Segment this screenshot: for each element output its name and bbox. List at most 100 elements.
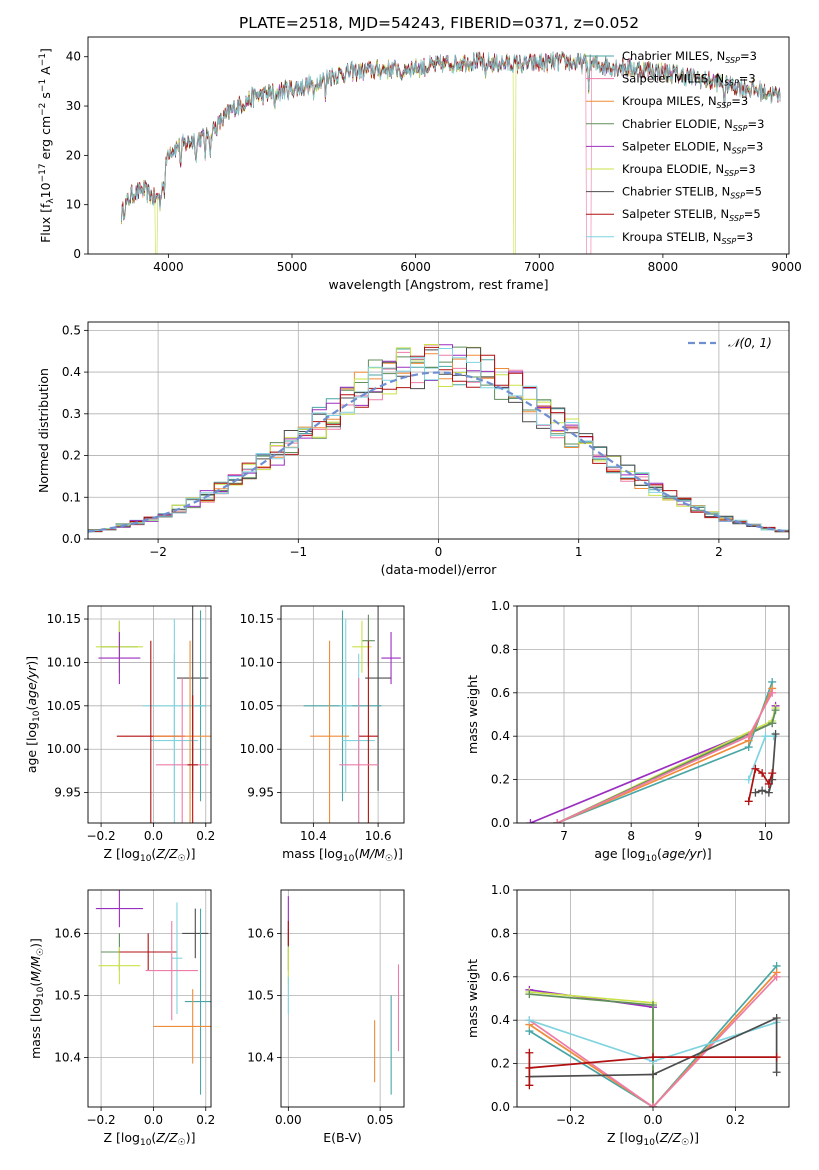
weight-marker [744,797,753,806]
age_vs_mass-ytick-label: 10.00 [240,742,274,756]
residuals-ytick-label: 0.2 [62,449,81,463]
mass_weight_vs_Z-ytick-label: 0.8 [491,926,510,940]
age_vs_mass-xlabel: mass [log10(M/M☉)] [282,846,403,864]
age_vs_Z-ytick-label: 10.10 [47,655,81,669]
mass_weight_vs_Z-ytick-label: 0.0 [491,1100,510,1114]
weight-marker [744,775,753,784]
mass_weight_vs_Z-xtick-label: −0.2 [556,1113,585,1127]
age_vs_Z-xlabel: Z [log10(Z/Z☉)] [104,846,196,864]
ebv-xlabel: E(B-V) [323,1130,362,1145]
mass_weight_vs_Z-ytick-label: 0.6 [491,970,510,984]
age_vs_mass-ytick-label: 10.10 [240,655,274,669]
age_vs_mass-ytick-label: 9.95 [247,786,274,800]
weight-line [528,965,778,1107]
figure-title: PLATE=2518, MJD=54243, FIBERID=0371, z=0… [239,14,639,32]
mass_weight_vs_age-xtick-label: 8 [627,829,635,843]
mass_weight_vs_Z-ytick-label: 0.2 [491,1057,510,1071]
spectrum-ytick-label: 0 [73,247,81,261]
spectrum-xlabel: wavelength [Angstrom, rest frame] [328,277,548,292]
legend-label: Salpeter STELIB, NSSP=5 [622,207,761,223]
weight-marker [525,1063,534,1072]
spectrum-xtick-label: 4000 [153,260,184,274]
mass_weight_vs_Z-xlabel: Z [log10(Z/Z☉)] [607,1130,699,1148]
residuals-xtick-label: −1 [289,545,307,559]
age_vs_Z-ytick-label: 9.95 [54,786,81,800]
mass_vs_Z-xtick-label: 0.0 [144,1113,163,1127]
age_vs_Z-xtick-label: −0.2 [87,829,116,843]
age_vs_Z-ytick-label: 10.00 [47,742,81,756]
weight-marker [768,719,777,728]
age_vs_Z-plot-area [95,606,211,823]
age_vs_Z-xtick-label: 0.2 [196,829,215,843]
residuals-xtick-label: 0 [435,545,443,559]
spectrum-series-line [121,52,781,254]
mass_vs_Z-ytick-label: 10.4 [54,1050,81,1064]
weight-line [556,692,773,823]
weight-marker [525,1081,534,1090]
weight-line [556,688,773,823]
mass_weight_vs_age-xlabel: age [log10(age/yr)] [594,846,711,864]
mass_weight_vs_Z-ytick-label: 0.4 [491,1013,510,1027]
weight-marker [771,706,780,715]
residuals-ytick-label: 0.4 [62,365,81,379]
ebv-xtick-label: 0.00 [275,1113,302,1127]
residuals-ytick-label: 0.3 [62,407,81,421]
age_vs_Z-ytick-label: 10.05 [47,699,81,713]
weight-line [528,976,778,1107]
weight-marker [764,788,773,797]
mass_vs_Z-ytick-label: 10.6 [54,926,81,940]
weight-marker [758,769,767,778]
mass_weight_vs_age-ytick-label: 0.2 [491,773,510,787]
spectrum-panel: 4000 5000 6000 7000 8000 9000 0 10 20 30 40 wavelen… [38,36,802,292]
legend-label: 𝒩(0, 1) [728,336,772,350]
age_vs_Z-panel: −0.2 0.0 0.2 9.95 10.00 10.05 10.10 10.15 Z [log… [24,605,215,864]
mass_weight_vs_age-ytick-label: 0.4 [491,729,510,743]
mass_weight_vs_age-ytick-label: 0.6 [491,686,510,700]
mass_weight_vs_Z-frame [516,889,790,1108]
mass_weight_vs_age-xtick-label: 9 [695,829,703,843]
mass_vs_Z-xtick-label: −0.2 [87,1113,116,1127]
legend-label: Kroupa ELODIE, NSSP=3 [622,162,756,178]
spectrum-frame [87,36,790,255]
weight-marker [772,1068,781,1077]
spectrum-ylabel: Flux [fλ10−17 erg cm−2 s−1 A−1] [38,48,56,243]
weight-marker [764,779,773,788]
weight-line [529,988,654,1107]
ebv-panel: 0.00 0.05 10.4 10.5 10.6 E(B-V) [247,889,405,1145]
residuals-panel: −2 −1 0 1 2 0.0 0.1 0.2 0.3 0.4 0.5 (data-model)/er… [36,321,790,577]
age_vs_mass-ytick-label: 10.05 [240,699,274,713]
weight-marker [772,1053,781,1062]
ebv-grid [281,890,404,1107]
mass_weight_vs_age-ytick-label: 0.0 [491,816,510,830]
ebv-ytick-label: 10.6 [247,926,274,940]
age_vs_mass-xtick-label: 10.4 [300,829,327,843]
mass_vs_Z-xtick-label: 0.2 [196,1113,215,1127]
mass_weight_vs_age-xtick-label: 7 [560,829,568,843]
weight-line [556,681,773,823]
residuals-xlabel: (data-model)/error [381,562,498,577]
legend-label: Salpeter ELODIE, NSSP=3 [622,139,763,155]
mass_weight_vs_age-ytick-label: 0.8 [491,642,510,656]
weight-marker [768,688,777,697]
age_vs_mass-panel: 10.4 10.6 9.95 10.00 10.05 10.10 10.15 mass [lo… [240,605,405,864]
residuals-xtick-label: −2 [149,545,167,559]
weight-marker [649,1053,657,1062]
age_vs_Z-ylabel: age [log10(age/yr)] [24,656,42,773]
weight-marker [525,1048,534,1057]
mass_weight_vs_Z-panel: −0.2 0.0 0.2 0.0 0.2 0.4 0.6 0.8 1.0 Z [log10(Z/Z… [465,883,790,1148]
residuals-ytick-label: 0.1 [62,490,81,504]
mass_vs_Z-plot-area [95,890,211,1095]
weight-marker [744,732,753,741]
mass_weight_vs_Z-xtick-label: 0.0 [643,1113,662,1127]
spectrum-series-line [121,51,781,222]
mass_weight_vs_Z-ytick-label: 1.0 [491,883,510,897]
mass_weight_vs_age-grid [517,605,789,824]
age_vs_mass-ytick-label: 10.15 [240,612,274,626]
residuals-frame [87,321,790,540]
age_vs_mass-frame [280,605,405,824]
weight-line [556,707,777,823]
weight-marker [525,1016,534,1025]
weight-marker [649,1001,657,1010]
residuals-ytick-label: 0.5 [62,323,81,337]
